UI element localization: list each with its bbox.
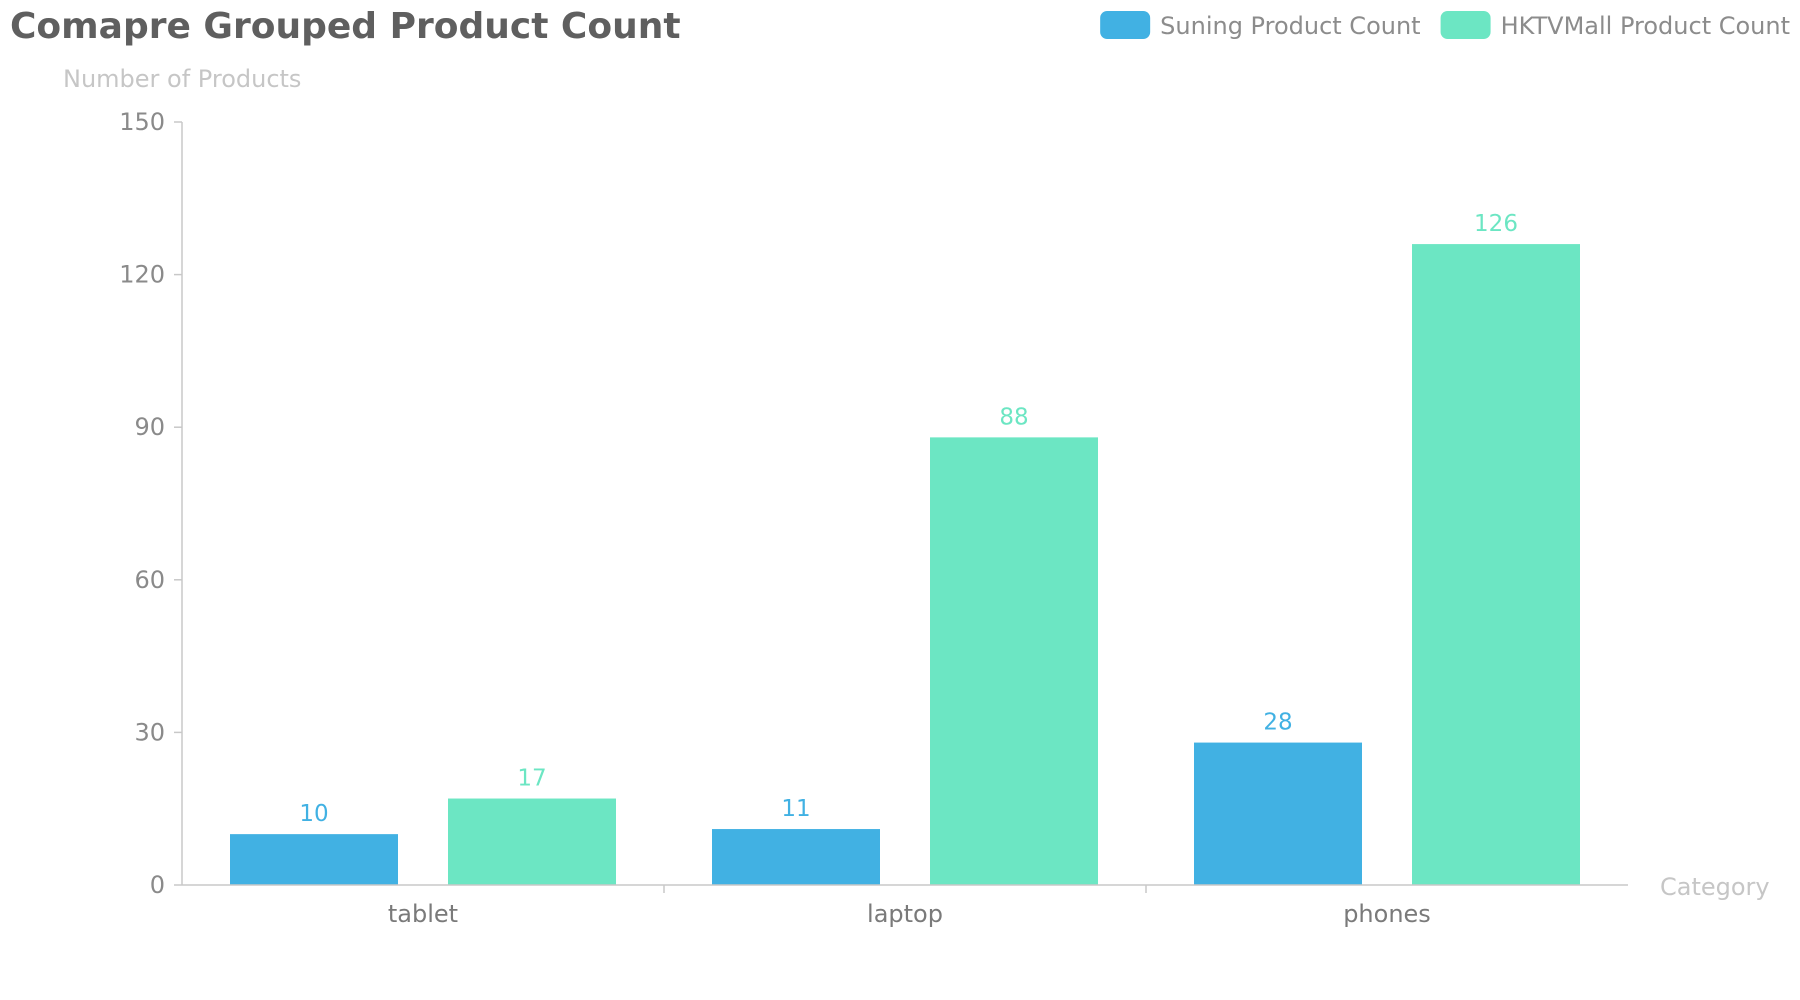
y-tick-label: 150	[119, 108, 165, 136]
legend: HKTVMall Product Count Suning Product Cou…	[1100, 11, 1790, 40]
y-tick-label: 0	[150, 871, 165, 899]
bar-tablet-series-0[interactable]	[230, 834, 398, 885]
y-tick-label: 120	[119, 261, 165, 289]
legend-swatch	[1440, 11, 1491, 39]
data-labels: 10 17 11 88 28 126	[299, 211, 1518, 827]
data-label-tablet-series-1: 17	[517, 766, 546, 792]
legend-label: Suning Product Count	[1160, 12, 1420, 40]
y-axis-ticks: 0 30 60 90 120 150	[119, 108, 182, 899]
legend-swatch	[1100, 11, 1151, 39]
chart-title: Comapre Grouped Product Count	[10, 6, 681, 47]
x-axis-ticks: tablet laptop phones	[388, 885, 1431, 928]
legend-item-series-0[interactable]: Suning Product Count	[1100, 11, 1421, 40]
y-tick-label: 60	[134, 566, 165, 594]
bar-phones-series-0[interactable]	[1194, 742, 1362, 885]
legend-label: HKTVMall Product Count	[1501, 12, 1790, 40]
bar-laptop-series-0[interactable]	[712, 829, 880, 885]
y-tick-label: 90	[134, 413, 165, 441]
data-label-phones-series-0: 28	[1263, 710, 1292, 736]
legend-item-series-1[interactable]: HKTVMall Product Count	[1440, 11, 1790, 40]
bar-phones-series-1[interactable]	[1412, 244, 1580, 885]
x-axis-title: Category	[1660, 873, 1770, 901]
bars	[230, 244, 1580, 885]
x-tick-label-phones: phones	[1343, 900, 1431, 928]
data-label-phones-series-1: 126	[1474, 211, 1518, 237]
bar-laptop-series-1[interactable]	[930, 437, 1098, 885]
y-axis-title: Number of Products	[63, 65, 301, 93]
x-tick-label-tablet: tablet	[388, 900, 458, 928]
data-label-laptop-series-0: 11	[781, 796, 810, 822]
data-label-tablet-series-0: 10	[299, 801, 328, 827]
data-label-laptop-series-1: 88	[999, 404, 1028, 430]
bar-tablet-series-1[interactable]	[448, 798, 616, 885]
x-tick-label-laptop: laptop	[867, 900, 943, 928]
y-tick-label: 30	[134, 718, 165, 746]
